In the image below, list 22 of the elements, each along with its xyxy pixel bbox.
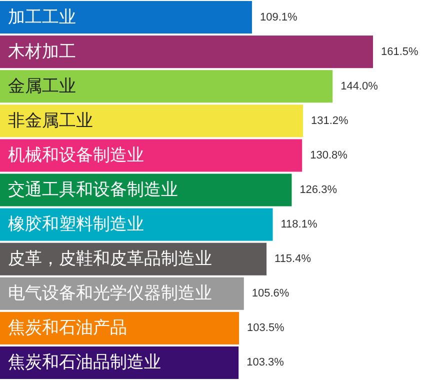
y-tick-label: 电气设备和光学仪器制造业 <box>8 284 212 304</box>
y-tick-label: 非金属工业 <box>8 110 93 131</box>
data-label: 126.3% <box>300 184 338 196</box>
data-label: 131.2% <box>311 114 349 127</box>
data-label: 103.5% <box>247 322 285 334</box>
y-tick-label: 加工工业 <box>8 7 76 28</box>
y-tick-label: 橡胶和塑料制造业 <box>8 214 144 235</box>
data-label: 105.6% <box>252 288 290 300</box>
data-label: 109.1% <box>260 11 298 24</box>
data-label: 103.3% <box>246 356 284 369</box>
y-tick-label: 机械和设备制造业 <box>8 145 144 166</box>
data-label: 118.1% <box>280 218 318 231</box>
y-tick-label: 焦炭和石油品制造业 <box>8 352 161 373</box>
data-label: 144.0% <box>340 80 378 92</box>
y-tick-label: 交通工具和设备制造业 <box>8 180 178 200</box>
y-tick-label: 焦炭和石油产品 <box>8 318 127 338</box>
data-label: 161.5% <box>381 46 419 58</box>
y-tick-label: 金属工业 <box>8 76 76 96</box>
y-tick-label: 木材加工 <box>8 42 76 62</box>
data-label: 115.4% <box>274 253 312 266</box>
y-tick-label: 皮革，皮鞋和皮革品制造业 <box>8 249 212 270</box>
data-label: 130.8% <box>310 149 348 162</box>
